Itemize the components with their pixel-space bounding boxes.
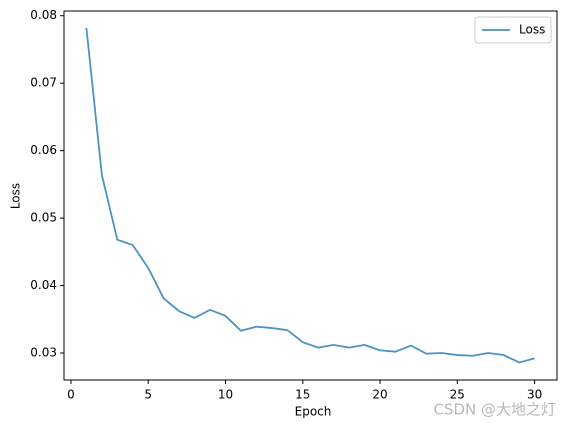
legend-box xyxy=(474,16,552,44)
x-tick-label: 0 xyxy=(67,388,75,402)
y-tick-label: 0.03 xyxy=(30,346,57,360)
x-tick-label: 30 xyxy=(527,388,542,402)
plot-frame xyxy=(63,10,558,381)
y-tick-label: 0.06 xyxy=(30,143,57,157)
y-axis-label: Loss xyxy=(9,183,23,209)
x-tick-label: 20 xyxy=(372,388,387,402)
legend-label: Loss xyxy=(519,23,545,37)
x-axis-label: Epoch xyxy=(295,405,332,419)
x-tick-label: 5 xyxy=(144,388,152,402)
y-tick-label: 0.05 xyxy=(30,211,57,225)
data-line xyxy=(85,27,535,364)
y-tick-label: 0.04 xyxy=(30,278,57,292)
watermark: CSDN @大地之灯 xyxy=(433,401,556,419)
x-tick-label: 15 xyxy=(295,388,310,402)
y-tick-label: 0.08 xyxy=(30,8,57,22)
x-tick-label: 10 xyxy=(218,388,233,402)
x-tick-label: 25 xyxy=(450,388,465,402)
y-tick-label: 0.07 xyxy=(30,76,57,90)
